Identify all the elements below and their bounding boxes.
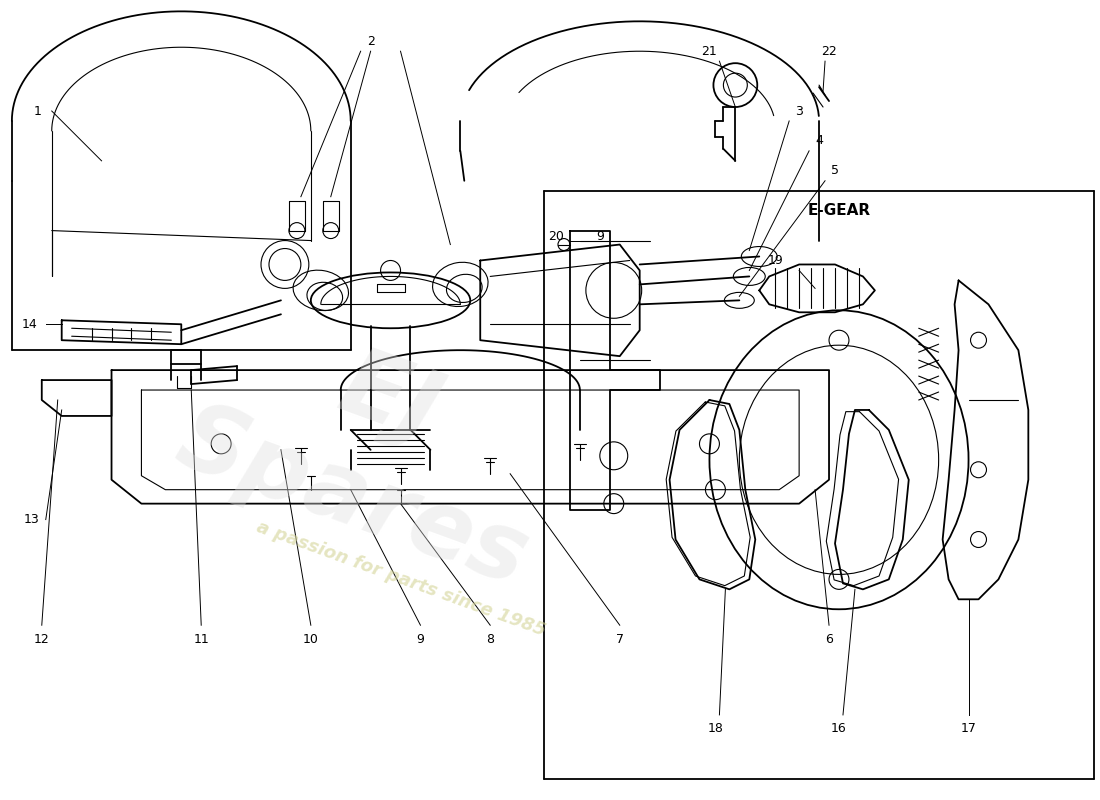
Text: 10: 10 [302, 633, 319, 646]
Text: 3: 3 [795, 105, 803, 118]
Text: 19: 19 [768, 254, 783, 267]
Text: 9: 9 [596, 230, 604, 243]
Text: EJ
Spares: EJ Spares [165, 294, 576, 606]
Text: 8: 8 [486, 633, 494, 646]
Text: 17: 17 [960, 722, 977, 735]
Text: 16: 16 [832, 722, 847, 735]
Text: a passion for parts since 1985: a passion for parts since 1985 [254, 518, 548, 640]
Text: 13: 13 [24, 513, 40, 526]
Text: 12: 12 [34, 633, 50, 646]
Text: 11: 11 [194, 633, 209, 646]
Text: 6: 6 [825, 633, 833, 646]
Text: E-GEAR: E-GEAR [807, 203, 870, 218]
Text: 7: 7 [616, 633, 624, 646]
Text: 2: 2 [366, 34, 375, 48]
Text: 5: 5 [830, 164, 839, 178]
Text: 18: 18 [707, 722, 724, 735]
Text: 20: 20 [548, 230, 564, 243]
Text: 4: 4 [815, 134, 823, 147]
Text: 9: 9 [417, 633, 425, 646]
Text: 21: 21 [702, 45, 717, 58]
Text: 14: 14 [22, 318, 37, 330]
Text: 1: 1 [34, 105, 42, 118]
Text: 22: 22 [822, 45, 837, 58]
